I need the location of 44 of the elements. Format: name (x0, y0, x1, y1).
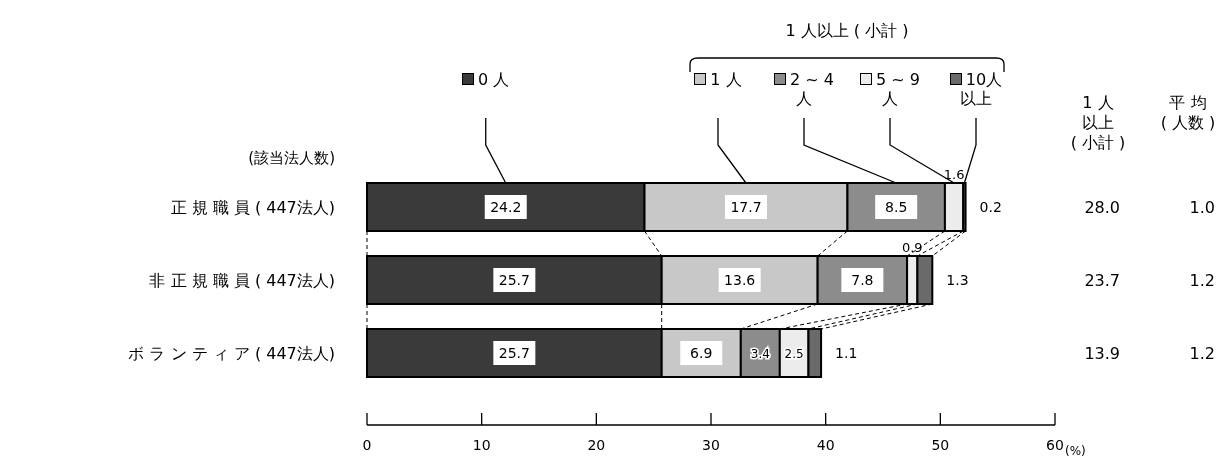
text: ( 人数 ) (1160, 113, 1216, 132)
text: 23.7 (1084, 271, 1120, 290)
x-tick-label: 30 (702, 437, 720, 453)
legend-label: 1 人 (709, 70, 743, 89)
data-label: 1.3 (946, 272, 969, 288)
data-label: 1.1 (835, 345, 858, 361)
x-axis-title: (%) (1065, 444, 1086, 458)
data-label: 24.2 (490, 199, 522, 215)
text: 13.9 (1084, 344, 1120, 363)
y-tick-label: 非 正 規 職 員 ( 447法人) (149, 271, 335, 290)
text: 平 均 (1169, 93, 1207, 112)
text: 1 人以上 ( 小計 ) (785, 21, 909, 40)
data-label: 25.7 (498, 272, 530, 288)
text: 28.0 (1084, 198, 1120, 217)
text: 以上 (1082, 113, 1114, 132)
data-label: 17.7 (730, 199, 762, 215)
legend-label: 10人以上 (959, 70, 1004, 108)
legend-label: 2 ~ 4 人 (789, 70, 834, 108)
y-tick-label: ボ ラ ン テ ィ ア ( 447法人) (128, 344, 335, 363)
x-tick-label: 20 (587, 437, 606, 453)
data-label: 2.5 (784, 347, 804, 361)
x-tick-label: 60 (1046, 437, 1064, 453)
text: 1 人 (1082, 93, 1114, 112)
text: ( 小計 ) (1070, 133, 1126, 152)
data-label: 25.7 (498, 345, 530, 361)
y-tick-label: 正 規 職 員 ( 447法人) (170, 198, 335, 217)
data-label: 7.8 (851, 272, 874, 288)
data-label: 6.9 (690, 345, 713, 361)
text: 1.2 (1189, 344, 1215, 363)
x-tick-label: 40 (816, 437, 835, 453)
x-tick-label: 50 (931, 437, 950, 453)
x-tick-label: 10 (472, 437, 491, 453)
text: (該当法人数) (248, 149, 335, 167)
data-label: 3.4 (750, 347, 770, 361)
text: 1.2 (1189, 271, 1215, 290)
data-label: 8.5 (885, 199, 908, 215)
data-label: 0.2 (979, 199, 1002, 215)
text: 1.0 (1189, 198, 1215, 217)
legend-label: 0 人 (477, 70, 511, 89)
data-label: 1.6 (943, 167, 965, 182)
data-label: 0.9 (901, 240, 923, 255)
x-tick-label: 0 (362, 437, 372, 453)
data-label: 13.6 (724, 272, 756, 288)
legend-label: 5 ~ 9 人 (875, 70, 920, 108)
